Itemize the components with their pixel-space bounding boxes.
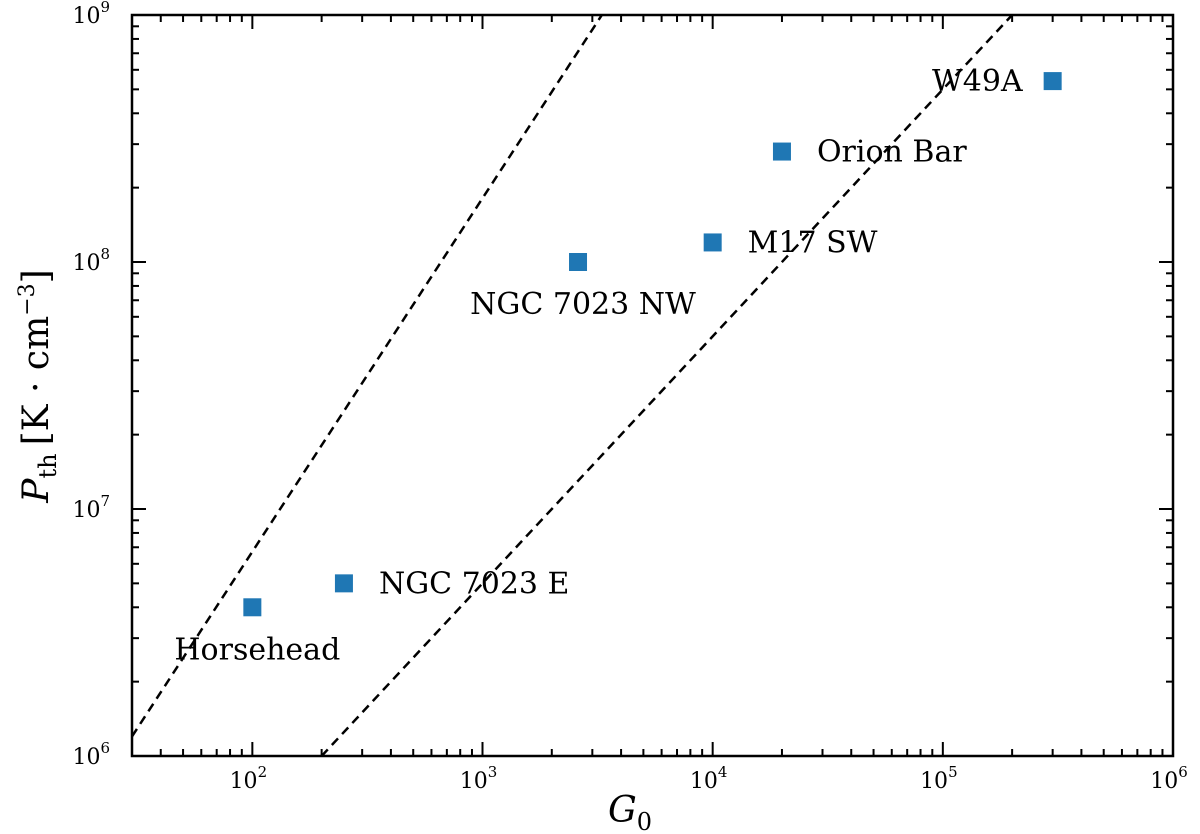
data-point-marker [569, 253, 588, 271]
x-tick-label: 105 [920, 763, 958, 794]
data-point-marker [772, 142, 791, 161]
data-point-label: Horsehead [174, 632, 340, 667]
x-tick-label: 104 [690, 763, 728, 794]
y-axis-label: Pth[K · cm−3] [15, 269, 62, 503]
plot-frame [130, 13, 1175, 758]
reference-line [320, 14, 1014, 757]
data-points [243, 72, 1062, 617]
y-tick-label: 106 [72, 739, 110, 770]
data-point-marker [334, 574, 353, 593]
x-axis-label: G0 [608, 790, 652, 834]
data-point-marker [703, 233, 722, 252]
data-point-label: M17 SW [748, 225, 878, 260]
reference-lines [130, 14, 1014, 757]
x-tick-label: 106 [1150, 763, 1188, 794]
data-point-label: NGC 7023 E [379, 566, 570, 601]
data-point-marker [243, 598, 262, 617]
point-labels: Horsehead NGC 7023 E NGC 7023 NW M17 SW Orio… [174, 64, 1023, 667]
x-tick-label: 102 [230, 763, 268, 794]
axis-tick-labels: 102 103 104 105 106 106 107 108 109 [72, 0, 1187, 794]
y-tick-label: 108 [72, 245, 110, 276]
data-point-label: Orion Bar [817, 135, 967, 170]
data-point-label: NGC 7023 NW [470, 287, 696, 322]
x-tick-label: 103 [460, 763, 498, 794]
y-tick-label: 109 [72, 0, 110, 29]
y-tick-label: 107 [72, 492, 110, 523]
data-point-label: W49A [932, 64, 1023, 99]
data-point-marker [1043, 72, 1062, 91]
reference-line [130, 14, 603, 738]
